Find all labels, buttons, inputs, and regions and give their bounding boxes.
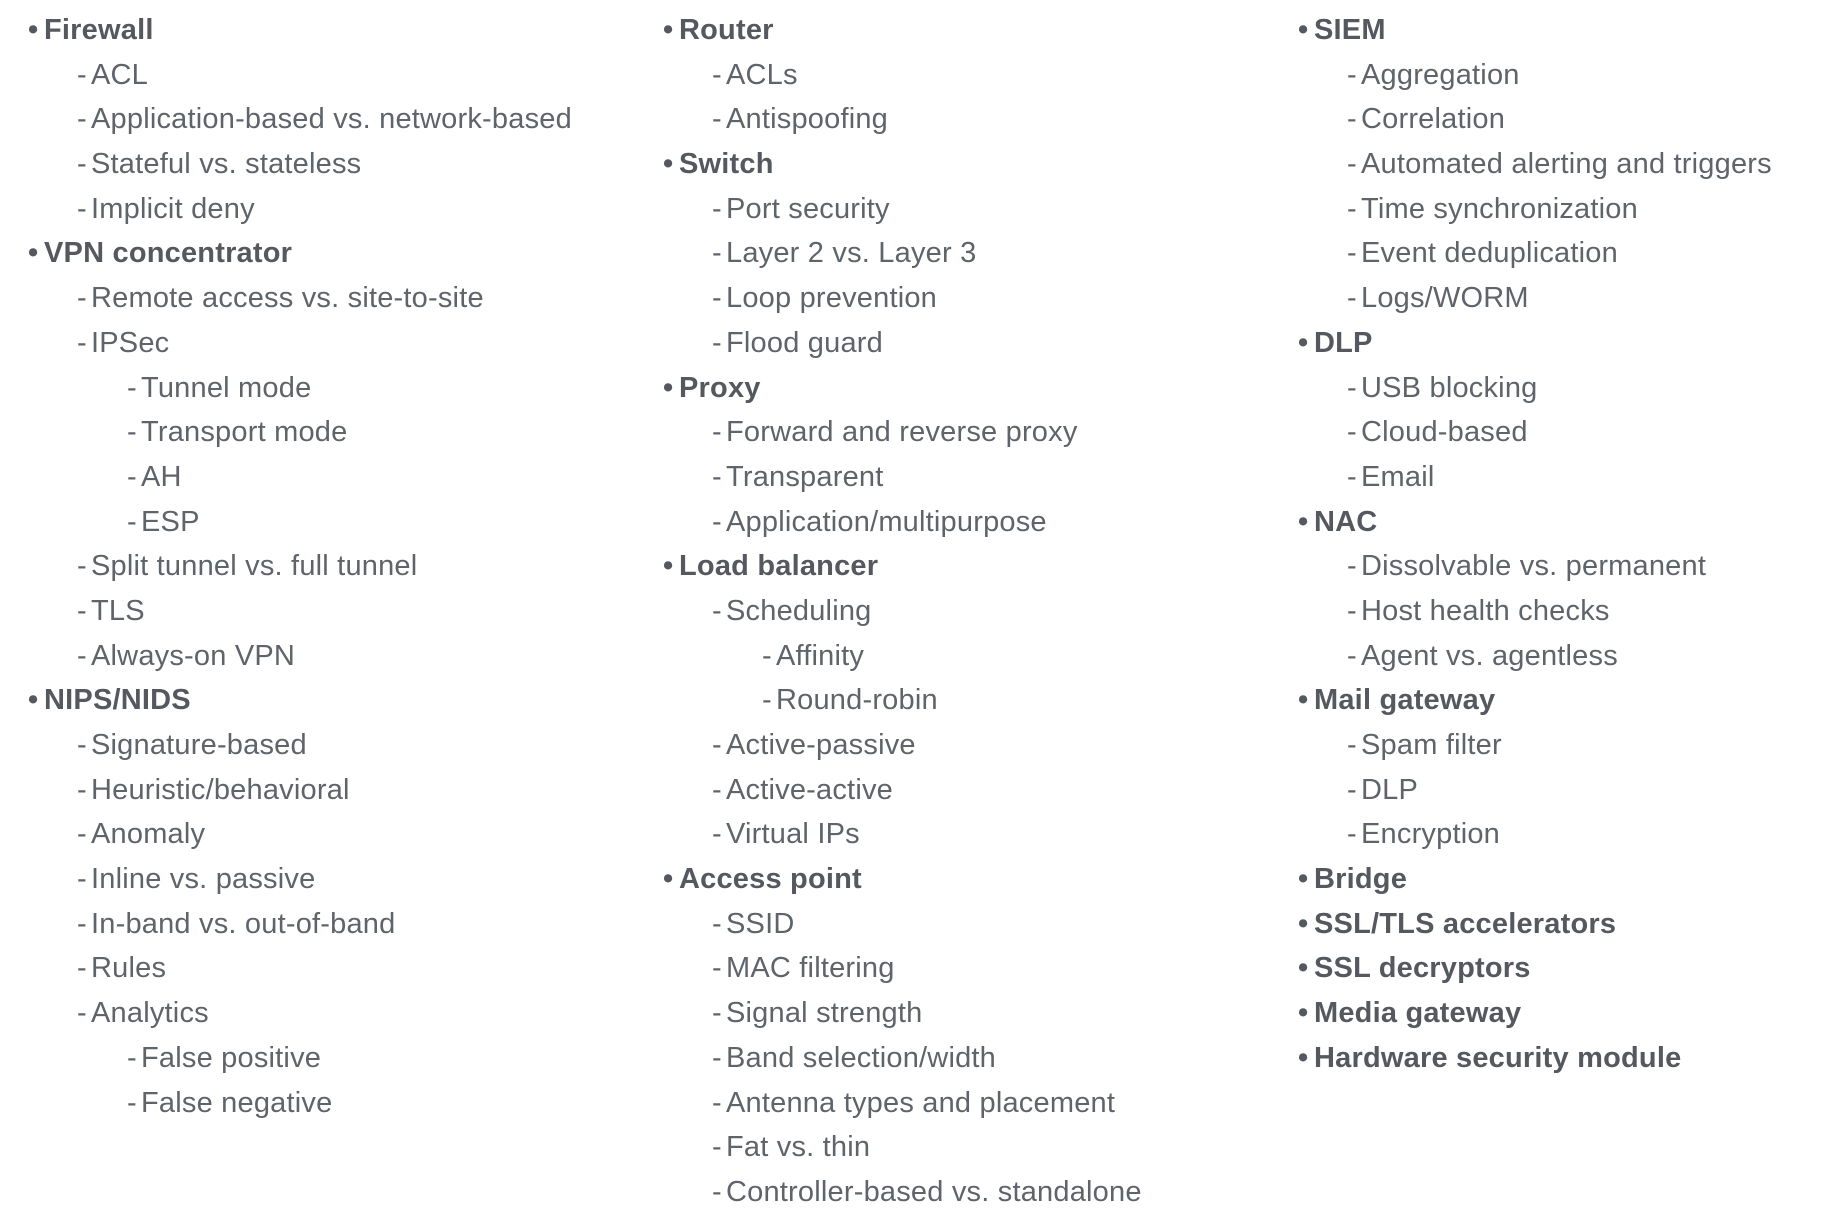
outline-subitem: Aggregation (1298, 53, 1772, 98)
outline-subitem: Correlation (1298, 97, 1772, 142)
outline-subsubitem: Round-robin (663, 678, 1142, 723)
outline-heading: Mail gateway (1298, 678, 1772, 723)
outline-subitem: Forward and reverse proxy (663, 410, 1142, 455)
outline-subitem: Controller-based vs. standalone (663, 1170, 1142, 1215)
outline-subitem: Fat vs. thin (663, 1125, 1142, 1170)
outline-heading: Access point (663, 857, 1142, 902)
outline-subitem: Host health checks (1298, 589, 1772, 634)
outline-subitem: Port security (663, 187, 1142, 232)
outline-subitem: Inline vs. passive (28, 857, 572, 902)
outline-heading: SIEM (1298, 8, 1772, 53)
outline-subitem: Implicit deny (28, 187, 572, 232)
outline-subitem: Application-based vs. network-based (28, 97, 572, 142)
outline-subitem: SSID (663, 902, 1142, 947)
outline-subitem: Signature-based (28, 723, 572, 768)
outline-subitem: ACLs (663, 53, 1142, 98)
outline-heading: Bridge (1298, 857, 1772, 902)
outline-heading: Proxy (663, 366, 1142, 411)
outline-subitem: Signal strength (663, 991, 1142, 1036)
outline-subitem: Layer 2 vs. Layer 3 (663, 231, 1142, 276)
outline-heading: Firewall (28, 8, 572, 53)
outline-subsubitem: AH (28, 455, 572, 500)
outline-subsubitem: ESP (28, 500, 572, 545)
outline-subitem: Encryption (1298, 812, 1772, 857)
outline-subitem: DLP (1298, 768, 1772, 813)
outline-subitem: Logs/WORM (1298, 276, 1772, 321)
outline-column-3: SIEMAggregationCorrelationAutomated aler… (1298, 8, 1772, 1081)
outline-subitem: ACL (28, 53, 572, 98)
outline-subsubitem: Tunnel mode (28, 366, 572, 411)
outline-subitem: Band selection/width (663, 1036, 1142, 1081)
outline-heading: NAC (1298, 500, 1772, 545)
outline-subitem: Spam filter (1298, 723, 1772, 768)
outline-subitem: Rules (28, 946, 572, 991)
outline-heading: Media gateway (1298, 991, 1772, 1036)
outline-subitem: Scheduling (663, 589, 1142, 634)
outline-subitem: Analytics (28, 991, 572, 1036)
outline-subitem: Stateful vs. stateless (28, 142, 572, 187)
outline-heading: Router (663, 8, 1142, 53)
outline-subsubitem: False negative (28, 1081, 572, 1126)
outline-subsubitem: False positive (28, 1036, 572, 1081)
outline-subitem: Virtual IPs (663, 812, 1142, 857)
outline-subitem: Always-on VPN (28, 634, 572, 679)
outline-subitem: Email (1298, 455, 1772, 500)
outline-subitem: Heuristic/behavioral (28, 768, 572, 813)
outline-heading: Switch (663, 142, 1142, 187)
outline-subsubitem: Affinity (663, 634, 1142, 679)
outline-subitem: Application/multipurpose (663, 500, 1142, 545)
outline-subitem: In-band vs. out-of-band (28, 902, 572, 947)
outline-subitem: Remote access vs. site-to-site (28, 276, 572, 321)
outline-subitem: Cloud-based (1298, 410, 1772, 455)
outline-subitem: Antispoofing (663, 97, 1142, 142)
outline-heading: SSL decryptors (1298, 946, 1772, 991)
outline-subitem: Flood guard (663, 321, 1142, 366)
outline-subitem: Anomaly (28, 812, 572, 857)
outline-column-1: FirewallACLApplication-based vs. network… (28, 8, 572, 1125)
outline-subitem: Split tunnel vs. full tunnel (28, 544, 572, 589)
outline-subitem: TLS (28, 589, 572, 634)
outline-subitem: Automated alerting and triggers (1298, 142, 1772, 187)
outline-subitem: Loop prevention (663, 276, 1142, 321)
outline-heading: SSL/TLS accelerators (1298, 902, 1772, 947)
outline-column-2: RouterACLsAntispoofingSwitchPort securit… (663, 8, 1142, 1215)
outline-subitem: Active-passive (663, 723, 1142, 768)
outline-subsubitem: Transport mode (28, 410, 572, 455)
outline-subitem: IPSec (28, 321, 572, 366)
outline-heading: Hardware security module (1298, 1036, 1772, 1081)
outline-subitem: MAC filtering (663, 946, 1142, 991)
outline-subitem: Event deduplication (1298, 231, 1772, 276)
outline-heading: VPN concentrator (28, 231, 572, 276)
outline-subitem: USB blocking (1298, 366, 1772, 411)
outline-subitem: Active-active (663, 768, 1142, 813)
outline-heading: Load balancer (663, 544, 1142, 589)
outline-subitem: Antenna types and placement (663, 1081, 1142, 1126)
outline-subitem: Dissolvable vs. permanent (1298, 544, 1772, 589)
outline-heading: NIPS/NIDS (28, 678, 572, 723)
outline-heading: DLP (1298, 321, 1772, 366)
outline-subitem: Time synchronization (1298, 187, 1772, 232)
outline-subitem: Agent vs. agentless (1298, 634, 1772, 679)
outline-subitem: Transparent (663, 455, 1142, 500)
